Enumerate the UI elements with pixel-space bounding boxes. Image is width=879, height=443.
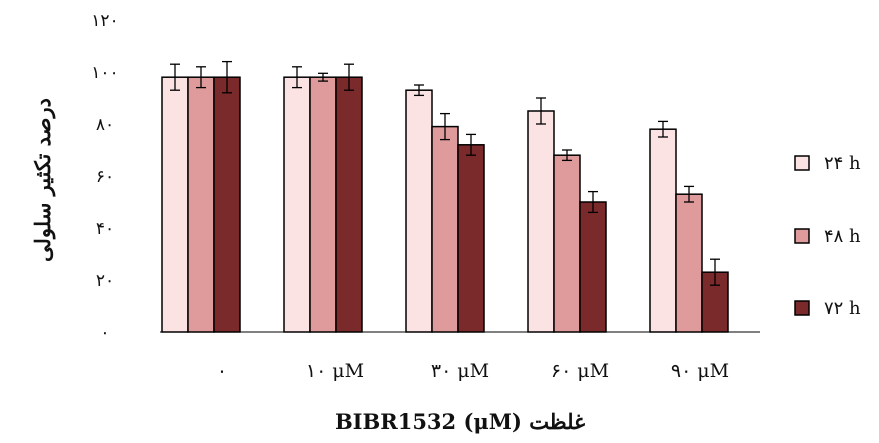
bar [527, 110, 555, 333]
bar [431, 125, 459, 333]
bar [405, 89, 433, 333]
x-axis-categories: ۰ ۱۰ μM ۳۰ μM ۶۰ μM ۹۰ μM [217, 360, 729, 382]
bar [553, 154, 581, 333]
bar [335, 76, 363, 333]
bar [579, 201, 607, 333]
x-tick-label: ۱۰ μM [306, 360, 364, 382]
bar [283, 76, 311, 333]
bar [161, 76, 189, 333]
bar [309, 76, 337, 333]
y-tick-label: ۱۰۰ [91, 63, 118, 83]
legend-swatch [794, 155, 810, 171]
y-tick-label: ۱۲۰ [91, 11, 118, 31]
y-tick-label: ۸۰ [96, 115, 114, 135]
y-axis-title: درصد تکثیر سلولی [30, 98, 56, 262]
bar [457, 144, 485, 333]
x-axis-title: غلظت BIBR1532 (μM) [335, 409, 585, 434]
legend-swatch [794, 300, 810, 316]
y-tick-label: ۴۰ [96, 219, 114, 239]
y-tick-label: ۲۰ [96, 271, 114, 291]
legend: ۲۴ h ۴۸ h ۷۲ h [794, 153, 861, 319]
x-tick-label: ۰ [217, 360, 227, 382]
bar [675, 193, 703, 333]
x-tick-label: ۶۰ μM [551, 360, 609, 382]
error-bars [170, 60, 720, 286]
legend-label: ۲۴ h [824, 153, 861, 174]
bar [187, 76, 215, 333]
x-tick-label: ۹۰ μM [671, 360, 729, 382]
x-tick-label: ۳۰ μM [431, 360, 489, 382]
legend-swatch [794, 228, 810, 244]
legend-label: ۷۲ h [824, 298, 861, 319]
bar [649, 128, 677, 333]
legend-label: ۴۸ h [824, 226, 861, 247]
y-tick-label: ۶۰ [96, 167, 114, 187]
y-axis-ticks: ۰ ۲۰ ۴۰ ۶۰ ۸۰ ۱۰۰ ۱۲۰ [91, 11, 118, 343]
bar [213, 76, 241, 333]
y-tick-label: ۰ [100, 323, 109, 343]
